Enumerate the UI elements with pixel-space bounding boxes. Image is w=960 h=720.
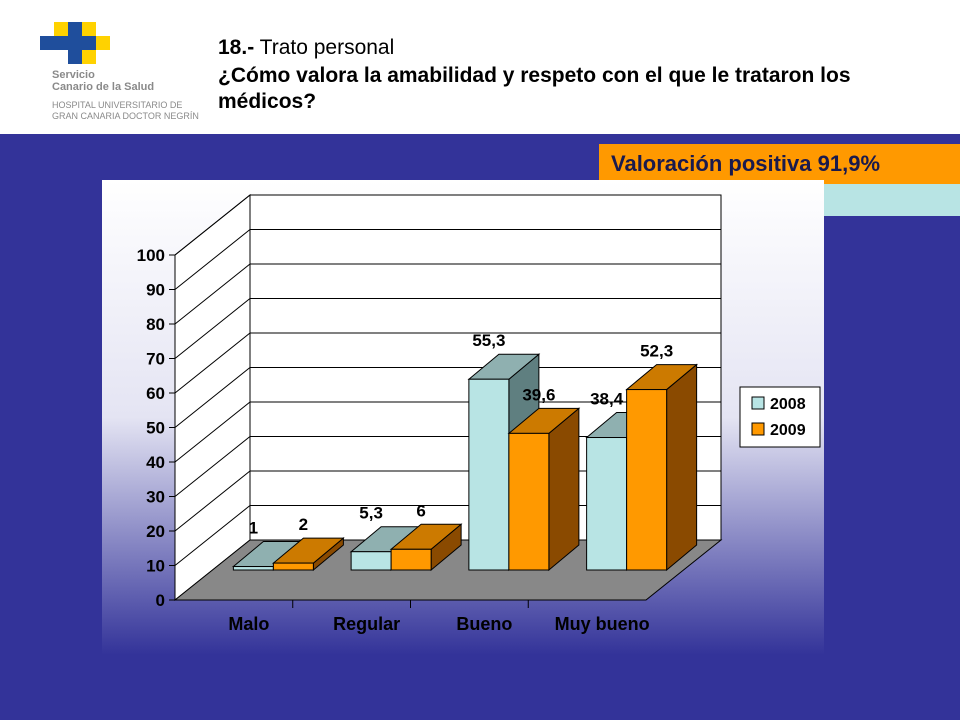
legend-swatch xyxy=(751,422,765,436)
legend-label: 2008 xyxy=(770,396,806,413)
gridline xyxy=(174,194,721,256)
bar-2009-bueno xyxy=(508,432,550,571)
x-category-label: Regular xyxy=(333,614,400,634)
data-label: 6 xyxy=(416,501,425,520)
bar-2008-regular xyxy=(350,551,392,571)
logo-line-4: GRAN CANARIA DOCTOR NEGRÍN xyxy=(52,111,199,121)
bar-chart: 0 10 20 30 40 50 60 70 80 90 100 1 2 Malo 5,3 6 Regular 5… xyxy=(102,180,824,655)
data-label: 55,3 xyxy=(472,331,505,350)
data-label: 1 xyxy=(249,519,258,538)
x-category-label: Malo xyxy=(228,614,269,634)
bar-2009-regular xyxy=(390,548,432,571)
y-tick-label: 20 xyxy=(146,522,165,541)
y-tick-label: 100 xyxy=(137,246,165,265)
legend-label: 2009 xyxy=(770,422,806,439)
gridline xyxy=(174,263,721,325)
data-label: 2 xyxy=(299,515,308,534)
survey-question: ¿Cómo valora la amabilidad y respeto con… xyxy=(218,64,851,113)
logo-line-2: Canario de la Salud xyxy=(52,81,155,93)
gridline xyxy=(174,332,721,394)
data-label: 38,4 xyxy=(590,390,624,409)
x-category-label: Muy bueno xyxy=(555,614,650,634)
servicio-canario-logo xyxy=(40,22,110,64)
logo-cross-icon xyxy=(40,22,110,64)
legend-swatch xyxy=(751,396,765,410)
data-label: 5,3 xyxy=(359,504,383,523)
bar-2008-bueno xyxy=(468,378,510,571)
data-label: 52,3 xyxy=(640,342,673,361)
chart-legend: 2008 2009 xyxy=(739,386,821,448)
bar-2009-muy-bueno xyxy=(626,389,668,571)
bar-2008-malo xyxy=(232,566,274,571)
valoracion-positiva-2009: Valoración positiva 91,9% xyxy=(599,144,960,184)
bar-side xyxy=(548,407,580,572)
y-tick-label: 90 xyxy=(146,281,165,300)
header: Servicio Canario de la Salud HOSPITAL UN… xyxy=(0,0,960,134)
gridline xyxy=(174,298,721,359)
gridline xyxy=(174,229,721,290)
y-tick-label: 40 xyxy=(146,453,165,472)
y-tick-label: 0 xyxy=(156,591,165,610)
bar-2008-muy-bueno xyxy=(586,437,628,571)
data-label: 39,6 xyxy=(522,385,555,404)
y-tick-label: 80 xyxy=(146,315,165,334)
y-tick-label: 60 xyxy=(146,384,165,403)
y-tick-label: 70 xyxy=(146,350,165,369)
logo-line-3: HOSPITAL UNIVERSITARIO DE xyxy=(52,100,183,110)
section-title: 18.- Trato personal xyxy=(218,36,394,60)
y-tick-label: 10 xyxy=(146,557,165,576)
section-name: Trato personal xyxy=(259,36,395,59)
y-tick-label: 50 xyxy=(146,419,165,438)
logo-line-1: Servicio xyxy=(52,69,95,81)
section-number: 18.- xyxy=(218,36,255,59)
y-tick-label: 30 xyxy=(146,488,165,507)
gridline xyxy=(174,401,721,463)
bar-2009-malo xyxy=(272,562,314,571)
bar-side xyxy=(666,363,698,572)
x-category-label: Bueno xyxy=(456,614,512,634)
gridline xyxy=(174,367,721,428)
